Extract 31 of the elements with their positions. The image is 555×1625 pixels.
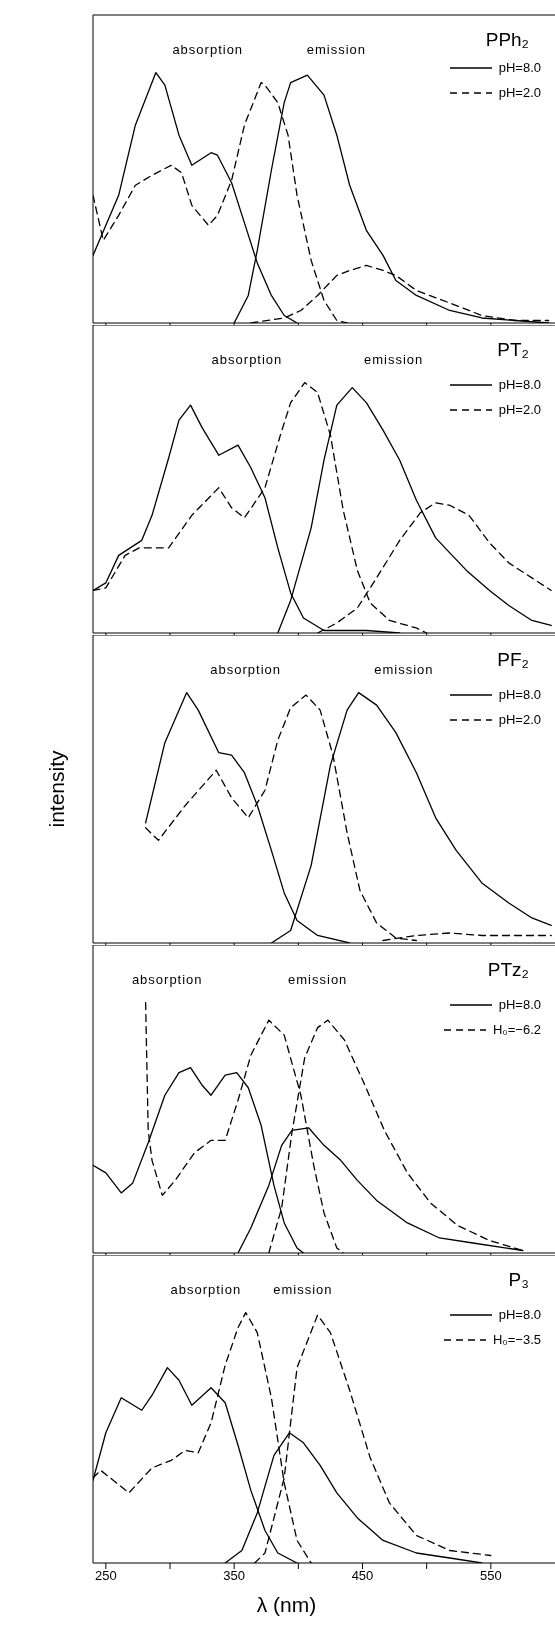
legend-label: pH=8.0 (498, 687, 541, 702)
text: absorption (172, 41, 244, 57)
text: absorption (170, 1281, 242, 1297)
text: absorption (211, 351, 283, 367)
legend-label: pH=8.0 (498, 997, 541, 1012)
text: emission (273, 1281, 333, 1297)
legend-label: pH=2.0 (498, 402, 541, 417)
text: emission (363, 351, 424, 367)
x-tick-label: 250 (94, 1568, 117, 1584)
text: absorption (210, 661, 282, 677)
legend-label: pH=8.0 (498, 1307, 541, 1322)
x-tick-label: 550 (479, 1568, 502, 1584)
legend-label: pH=8.0 (498, 60, 541, 75)
text: emission (288, 971, 348, 987)
legend-label: pH=2.0 (498, 712, 541, 727)
x-tick-label: 350 (223, 1568, 246, 1584)
chart-title: P₃ (508, 1269, 529, 1291)
text: emission (374, 661, 434, 677)
legend-label: pH=2.0 (498, 85, 541, 100)
chart-title: PF₂ (497, 649, 529, 671)
chart-title: PPh₂ (485, 29, 529, 51)
chart-title: PTz₂ (487, 959, 529, 981)
legend-label: pH=8.0 (498, 377, 541, 392)
legend-label: H₀=−3.5 (492, 1332, 541, 1347)
text: emission (306, 41, 367, 57)
x-axis-title: λ (nm) (256, 1593, 317, 1617)
x-tick-label: 450 (351, 1568, 374, 1584)
chart-title: PT₂ (497, 339, 529, 361)
y-axis-title: intensity (44, 750, 69, 828)
legend-label: H₀=−6.2 (492, 1022, 541, 1037)
text: absorption (131, 971, 203, 987)
